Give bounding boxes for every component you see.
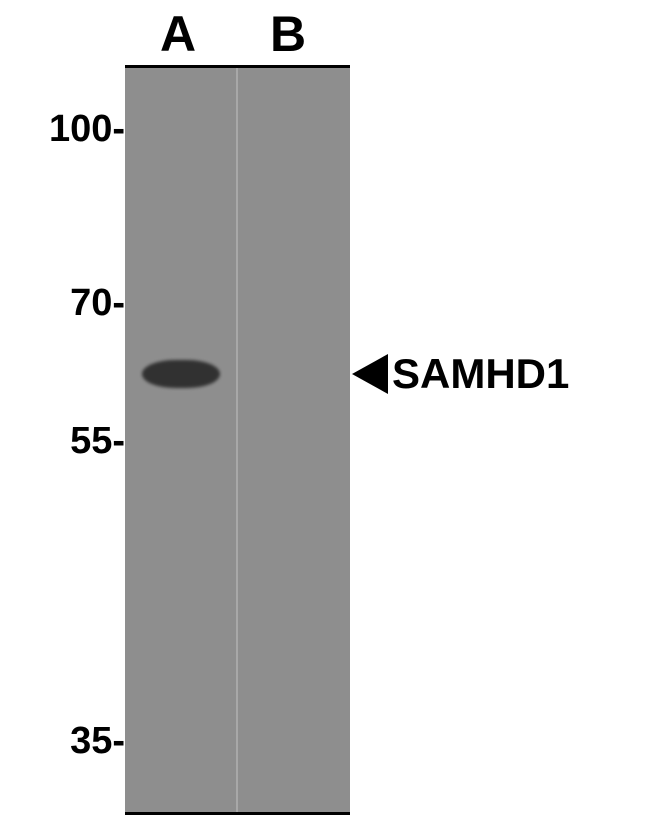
western-blot-figure: { "figure": { "type": "western-blot", "b…	[0, 0, 650, 830]
mw-marker-55: 55-	[70, 420, 125, 463]
mw-marker-70: 70-	[70, 282, 125, 325]
mw-marker-100: 100-	[49, 108, 125, 151]
protein-arrow-label: SAMHD1	[352, 350, 569, 398]
lane-label-B: B	[270, 5, 306, 63]
lane-label-A: A	[160, 5, 196, 63]
mw-marker-35: 35-	[70, 720, 125, 763]
band-lane-A	[142, 360, 220, 388]
protein-name: SAMHD1	[392, 350, 569, 398]
arrow-icon	[352, 354, 388, 394]
lane-divider	[236, 68, 238, 812]
